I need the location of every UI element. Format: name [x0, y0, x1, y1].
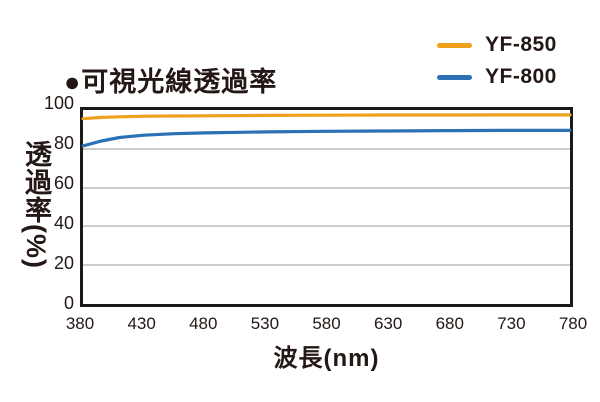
plot-area [80, 107, 573, 307]
legend: YF-850 YF-800 [437, 32, 557, 96]
legend-item: YF-850 [437, 32, 557, 58]
x-tick-label: 630 [373, 314, 403, 333]
gridline [83, 225, 570, 228]
y-tick-label: 100 [43, 93, 74, 113]
transmittance-curves [83, 110, 570, 304]
gridline [83, 264, 570, 267]
series-line-yf-850 [83, 115, 570, 119]
x-tick-label: 430 [127, 314, 156, 333]
x-tick-label: 380 [65, 314, 95, 333]
legend-item: YF-800 [437, 64, 557, 90]
y-tick-label: 80 [53, 133, 74, 153]
chart-title: ●可視光線透過率 [64, 67, 278, 97]
y-tick-label: 0 [63, 293, 74, 313]
y-tick-label: 40 [53, 213, 74, 233]
gridline [83, 186, 570, 189]
x-tick-label: 480 [189, 314, 218, 333]
series-line-yf-800 [83, 130, 570, 146]
y-tick-label: 20 [53, 253, 74, 273]
gridline [83, 147, 570, 150]
y-tick-label: 60 [53, 173, 74, 193]
legend-label: YF-800 [485, 65, 557, 88]
x-tick-label: 780 [558, 314, 588, 333]
x-tick-label: 730 [497, 314, 526, 333]
x-axis-title: 波長(nm) [273, 345, 380, 372]
x-tick-label: 580 [312, 314, 341, 333]
legend-line-swatch-icon [437, 42, 472, 48]
x-tick-label: 530 [250, 314, 280, 333]
legend-line-swatch-icon [437, 74, 472, 80]
legend-label: YF-850 [485, 33, 557, 56]
y-axis-title: 透過率(%) [21, 140, 51, 269]
x-tick-label: 680 [435, 314, 464, 333]
